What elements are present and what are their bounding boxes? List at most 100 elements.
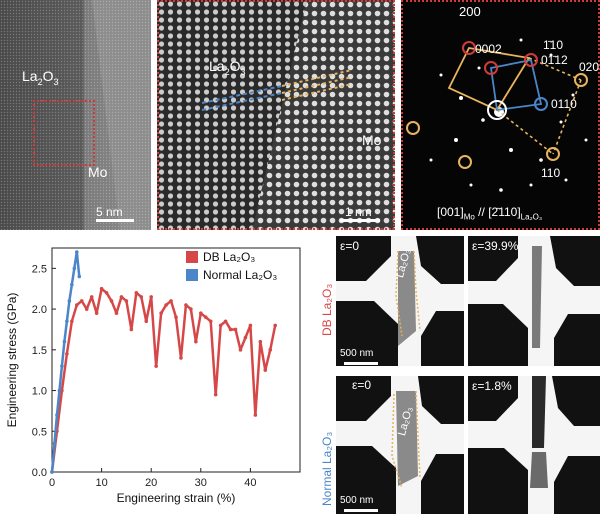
mo-label: Mo [362,132,382,148]
data-point-0 [248,323,253,328]
zone-axis-label: [001]Mo // [2̄110]La₂O₃ [437,205,543,222]
y-axis-label: Engineering stress (GPa) [5,293,19,428]
data-point-1 [70,282,74,287]
row1-right-image: ε=39.9% [468,236,600,366]
data-point-0 [179,356,183,360]
plot-frame [51,247,301,473]
scale-bar [96,219,134,222]
data-point-0 [273,323,278,328]
data-point-0 [134,291,139,295]
legend-db-swatch [186,251,198,263]
data-point-1 [60,364,64,368]
data-point-0 [149,295,153,299]
data-point-0 [144,319,149,324]
mo-label: Mo [88,164,108,180]
data-point-0 [75,303,79,307]
row2-right-micrograph [468,376,600,514]
data-point-0 [258,339,263,344]
spot-label-0110: 0110 [551,97,577,111]
x-tick-label: 20 [145,477,157,489]
data-point-1 [65,319,69,324]
spot-label-0002: 0002 [475,42,502,56]
series-line-1 [50,250,81,473]
data-point-0 [60,388,64,393]
stress-strain-chart: 0 10 20 30 40 0.0 0.5 1.0 1.5 2.0 2.5 Engineering s… [5,247,301,505]
y-tick-label: 0.5 [32,426,47,438]
hrtem-image [157,0,395,230]
y-tick-label: 1.0 [32,386,47,398]
row2-right-image: ε=1.8% [468,376,600,514]
data-point-0 [89,295,94,299]
y-tick-label: 2.0 [32,304,47,316]
scale-bar-label: 5 nm [96,205,123,219]
data-point-0 [70,319,74,324]
legend-db-label: DB La₂O₃ [203,250,256,264]
data-point-0 [199,311,203,315]
data-point-0 [253,413,258,417]
tem-overview-panel: La2O3 Mo 5 nm [0,0,151,230]
data-point-1 [72,266,77,271]
data-point-1 [57,388,62,393]
data-point-0 [164,303,168,307]
diffraction-pattern [406,38,588,192]
spot-label-110: 110 [541,166,561,180]
data-point-0 [184,303,188,307]
data-point-0 [194,339,198,344]
spot-label-1-10: 1̄10 [543,38,564,52]
scale-bar [340,219,380,222]
stress-strain-chart-panel: 0 10 20 30 40 0.0 0.5 1.0 1.5 2.0 2.5 Engineering s… [0,236,318,514]
data-point-0 [84,307,89,311]
row1-right-strain: ε=39.9% [472,239,519,253]
data-point-0 [79,299,84,303]
scale-bar [344,509,378,512]
data-point-1 [75,250,79,254]
data-point-0 [218,323,223,328]
data-point-0 [233,327,238,332]
legend-normal: Normal La₂O₃ [186,268,277,282]
data-point-0 [203,315,208,320]
row2-right-strain: ε=1.8% [472,379,512,393]
data-point-0 [154,364,158,368]
y-tick-label: 2.5 [32,263,47,275]
data-point-0 [94,311,99,315]
data-point-1 [50,470,54,474]
row1-right-micrograph [468,236,600,366]
x-tick-label: 0 [49,477,55,489]
data-point-0 [65,352,69,356]
data-point-0 [174,315,178,320]
region-of-interest-box [33,100,95,166]
legend-normal-label: Normal La₂O₃ [203,268,278,282]
row2-left-strain: ε=0 [352,378,372,392]
row1-side-label: DB La₂O₃ [320,283,334,336]
data-point-1 [77,274,82,279]
spot-label-01-12: 01̄12 [541,53,568,67]
data-point-0 [119,295,124,299]
row1-left-image: ε=0 La₂O₃ 500 nm [336,236,464,366]
data-point-0 [124,299,129,303]
y-tick-label: 0.0 [32,467,47,479]
hrtem-interface-panel: La2O3 Mo 1 nm [157,0,395,230]
scale-bar [344,362,378,365]
data-point-1 [62,339,67,344]
panel-letter: c [338,376,347,391]
row1-left-micrograph [336,236,464,366]
data-point-1 [52,441,57,446]
data-point-0 [223,319,228,324]
data-point-0 [159,311,163,315]
data-point-0 [189,307,193,311]
data-point-0 [213,392,218,397]
la2o3-label: La2O3 [209,58,246,77]
x-tick-label: 40 [244,477,256,489]
scale-bar-label: 1 nm [345,205,372,219]
row1-left-strain: ε=0 [340,239,360,253]
legend-db: DB La₂O₃ [186,250,255,264]
data-point-0 [139,295,144,299]
x-axis-label: Engineering strain (%) [117,491,236,505]
scale-bar-label: 500 nm [340,495,374,506]
series-line-0 [50,287,277,473]
la2o3-label: La2O3 [22,68,59,87]
data-point-1 [55,413,59,417]
row2-left-micrograph [336,376,464,514]
data-point-0 [129,327,134,332]
diffraction-panel: 200 0002 1̄10 01̄12 020 0110 110 [001]Mo… [401,0,600,230]
